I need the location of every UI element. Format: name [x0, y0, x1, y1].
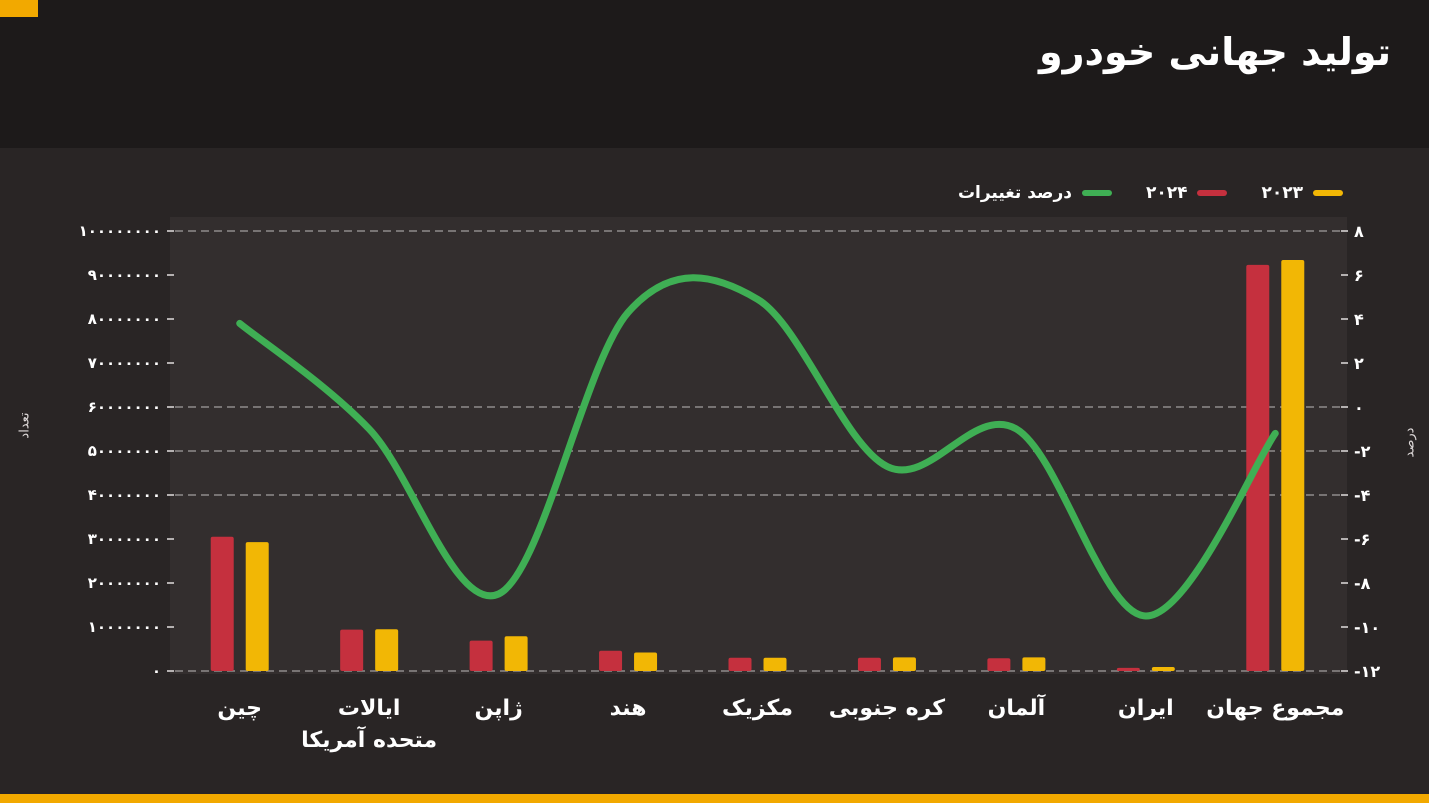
right-axis-tick-label: ۸	[1354, 222, 1364, 241]
percent-change-line	[236, 274, 1279, 620]
left-axis-tick-label: ۷۰۰۰۰۰۰۰	[88, 354, 161, 372]
right-axis-title: درصد	[1402, 427, 1418, 458]
x-axis-label: متحده آمریکا	[301, 725, 437, 753]
page-title: تولید جهانی خودرو	[1039, 30, 1391, 74]
bar-production-2024	[340, 629, 364, 671]
x-axis-label: هند	[610, 696, 647, 721]
x-axis-label: ایران	[1118, 696, 1174, 721]
left-axis-tick-label: ۰	[152, 662, 161, 680]
left-axis-tick-label: ۸۰۰۰۰۰۰۰	[88, 310, 161, 328]
right-axis-tick-label: -۱۰	[1354, 618, 1380, 637]
left-axis-title: تعداد	[17, 412, 33, 439]
corner-accent	[0, 0, 38, 17]
left-axis-tick-label: ۴۰۰۰۰۰۰۰	[88, 486, 161, 504]
right-axis-tick-label: -۲	[1354, 442, 1371, 461]
bar-production-2024	[210, 536, 234, 671]
left-axis-tick-label: ۲۰۰۰۰۰۰۰	[88, 574, 161, 592]
x-axis-label: چین	[217, 696, 262, 721]
legend-label-production-2023: ۲۰۲۳	[1261, 183, 1303, 203]
right-axis-tick-label: ۶	[1354, 266, 1364, 285]
left-axis-tick-label: ۱۰۰۰۰۰۰۰۰	[79, 222, 161, 240]
right-axis-tick-label: ۴	[1354, 310, 1364, 329]
bar-production-2023	[892, 657, 916, 671]
right-axis-tick-label: ۰	[1354, 398, 1364, 417]
bar-production-2024	[728, 657, 752, 671]
bar-production-2023	[1151, 667, 1175, 671]
legend-label-percent-change: درصد تغییرات	[957, 183, 1072, 203]
bar-production-2023	[504, 636, 528, 671]
header: تولید جهانی خودرو	[0, 0, 1429, 148]
right-axis-tick-label: ۲	[1354, 354, 1364, 373]
x-axis-label: آلمان	[988, 693, 1046, 721]
x-axis-label: ایالات	[338, 696, 401, 721]
bar-production-2024	[599, 650, 623, 671]
bar-production-2023	[634, 652, 658, 671]
legend-item-production-2023: ۲۰۲۳	[1261, 183, 1343, 203]
footer-accent-bar	[0, 794, 1429, 803]
left-axis-tick-label: ۶۰۰۰۰۰۰۰	[88, 398, 161, 416]
left-axis-tick-label: ۳۰۰۰۰۰۰۰	[88, 530, 161, 548]
legend-item-percent-change: درصد تغییرات	[958, 183, 1112, 203]
left-axis-tick-label: ۵۰۰۰۰۰۰۰	[88, 442, 161, 460]
x-axis-label: کره جنوبی	[829, 696, 945, 721]
right-axis-tick-label: -۴	[1354, 486, 1371, 505]
left-axis-tick-label: ۱۰۰۰۰۰۰۰	[88, 618, 161, 636]
x-axis-label: مجموع جهان	[1206, 696, 1344, 721]
legend-label-production-2024: ۲۰۲۴	[1145, 183, 1188, 203]
chart-legend: ۲۰۲۳ ۲۰۲۴ درصد تغییرات	[958, 183, 1343, 203]
bar-production-2023	[375, 629, 399, 671]
legend-swatch-production-2023	[1313, 190, 1343, 196]
bar-production-2023	[245, 542, 269, 671]
bar-production-2023	[763, 657, 787, 671]
right-axis-tick-label: -۶	[1354, 530, 1370, 549]
bar-production-2024	[857, 657, 881, 671]
x-axis-label: مکزیک	[722, 696, 793, 721]
right-axis-tick-label: -۱۲	[1354, 662, 1380, 681]
bar-production-2023	[1022, 657, 1046, 671]
legend-swatch-production-2024	[1197, 190, 1228, 196]
bar-production-2024	[1116, 667, 1140, 671]
bar-production-2023	[1281, 260, 1305, 671]
plot-background	[170, 217, 1347, 674]
left-axis-tick-label: ۹۰۰۰۰۰۰۰	[88, 266, 161, 284]
bar-production-2024	[987, 658, 1011, 671]
right-axis-tick-label: -۸	[1354, 574, 1371, 593]
legend-item-production-2024: ۲۰۲۴	[1146, 183, 1228, 203]
bar-production-2024	[469, 640, 493, 671]
legend-swatch-percent-change	[1081, 190, 1112, 196]
x-axis-label: ژاپن	[474, 696, 522, 721]
